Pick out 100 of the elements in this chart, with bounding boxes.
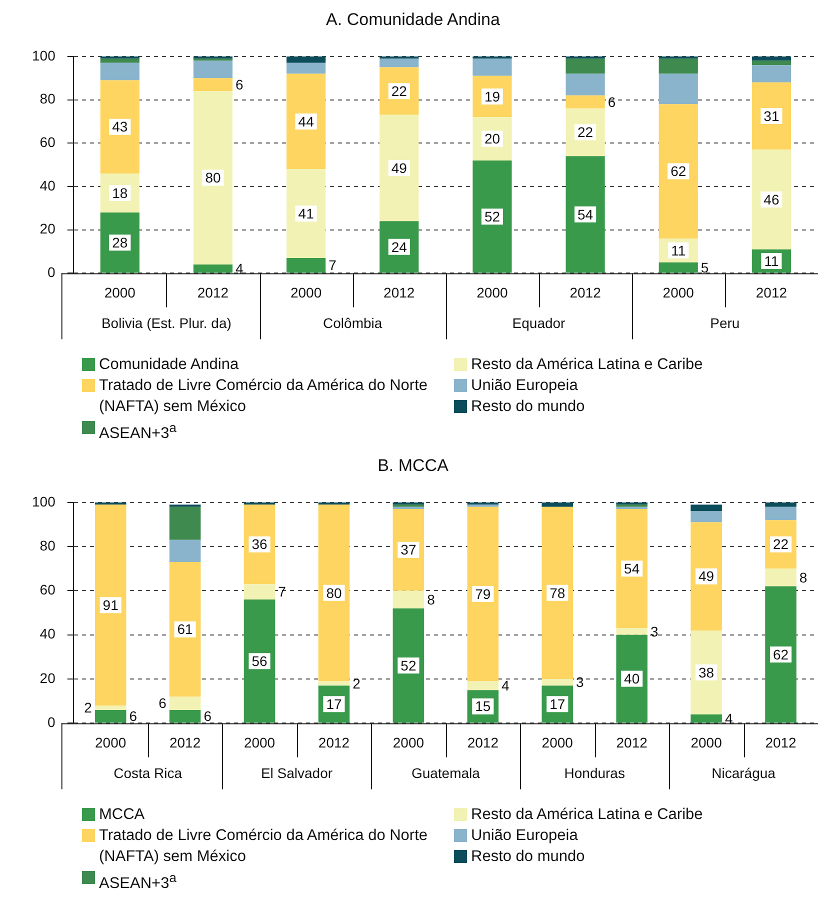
bar xyxy=(100,58,140,63)
data-label: 17 xyxy=(326,696,342,712)
bar xyxy=(616,502,648,505)
y-tick-label: 100 xyxy=(32,493,56,510)
x-tick-label: 2012 xyxy=(756,284,788,300)
x-tick-label: 2000 xyxy=(104,284,136,300)
y-tick-label: 0 xyxy=(48,264,56,280)
bar xyxy=(616,634,648,723)
bar xyxy=(467,681,499,690)
legend-label: ASEAN+3$^{a}$ xyxy=(99,869,176,894)
x-tick-label: 2000 xyxy=(290,284,322,300)
bar xyxy=(169,506,201,540)
text: Peru xyxy=(710,315,740,332)
bar xyxy=(765,586,796,723)
data-label: 79 xyxy=(475,586,491,602)
x-tick-label: 2000 xyxy=(542,734,574,750)
y-tick-label: 40 xyxy=(40,177,56,194)
data-label: 36 xyxy=(252,536,268,552)
bar xyxy=(690,504,722,512)
bar xyxy=(616,628,648,635)
data-label: 78 xyxy=(550,584,566,601)
data-label: 43 xyxy=(112,118,128,135)
legend-label: Tratado de Livre Comércio da América do Norte (NAFTA) sem México xyxy=(99,376,429,417)
y-tick-label: 60 xyxy=(40,134,56,150)
x-tick-label: 2012 xyxy=(169,734,201,750)
bar xyxy=(658,74,698,104)
bar xyxy=(318,504,350,682)
bar xyxy=(193,56,233,59)
x-tick-label: 2012 xyxy=(318,734,350,750)
bar xyxy=(566,58,605,74)
legend-label: Tratado de Livre Comércio da América do Norte (NAFTA) sem México xyxy=(99,826,429,867)
legend-label: Comunidade Andina xyxy=(99,355,239,375)
data-label: 31 xyxy=(764,108,780,124)
bar xyxy=(286,258,326,273)
x-tick-label: 2000 xyxy=(95,734,126,750)
bar xyxy=(566,95,605,108)
y-tick-label: 60 xyxy=(40,582,56,598)
data-label: 52 xyxy=(484,208,500,224)
data-label: 54 xyxy=(578,206,594,222)
data-label: 8 xyxy=(427,591,436,608)
legend-label: Resto da América Latina e Caribe xyxy=(471,355,703,375)
bar xyxy=(765,568,796,586)
bar xyxy=(286,56,326,63)
bar xyxy=(658,56,698,59)
bar xyxy=(318,502,350,505)
y-tick-label: 20 xyxy=(40,220,56,237)
bar xyxy=(193,264,233,273)
bar xyxy=(566,74,605,96)
data-label: 52 xyxy=(400,657,416,674)
y-tick-label: 40 xyxy=(40,626,56,642)
data-label: 4 xyxy=(724,710,733,726)
bar xyxy=(542,506,574,680)
data-label: 15 xyxy=(475,698,491,714)
data-label: 6 xyxy=(204,708,212,724)
data-label: 56 xyxy=(252,652,268,669)
bar xyxy=(392,608,424,723)
x-tick-label: 2012 xyxy=(616,734,648,750)
data-label: 7 xyxy=(278,584,286,600)
data-label: 91 xyxy=(102,596,119,613)
bar xyxy=(193,60,233,78)
x-tick-label: 2012 xyxy=(570,284,602,300)
y-tick-label: 80 xyxy=(40,537,56,554)
data-label: 3 xyxy=(650,623,658,640)
bar xyxy=(94,706,126,710)
bar xyxy=(472,58,512,76)
chart-title: B. MCCA xyxy=(376,455,450,477)
data-label: 7 xyxy=(328,257,337,274)
data-label: 11 xyxy=(764,252,779,269)
bar xyxy=(690,714,722,723)
bar xyxy=(169,540,201,562)
text: Colômbia xyxy=(323,315,382,332)
text: El Salvador xyxy=(260,765,333,782)
bar xyxy=(380,114,419,222)
bar xyxy=(244,502,276,505)
data-label: 4 xyxy=(502,678,510,694)
data-label: 4 xyxy=(236,260,244,276)
y-tick-label: 100 xyxy=(32,47,56,64)
legend-label: União Europeia xyxy=(471,826,578,846)
bar xyxy=(100,80,140,174)
bar xyxy=(392,506,424,510)
data-label: 3 xyxy=(576,674,584,690)
legend-label: Resto do mundo xyxy=(471,397,585,417)
bar xyxy=(566,156,605,273)
data-label: 61 xyxy=(177,621,194,638)
data-label: 46 xyxy=(764,191,780,208)
data-label: 2 xyxy=(352,675,361,692)
text: Equador xyxy=(512,315,566,332)
text: Costa Rica xyxy=(114,765,182,782)
x-tick-label: 2000 xyxy=(662,284,694,300)
data-label: 19 xyxy=(484,88,500,104)
data-label: 49 xyxy=(391,160,408,176)
x-tick-label: 2012 xyxy=(384,284,415,300)
data-label: 80 xyxy=(205,170,221,186)
bar xyxy=(752,60,792,66)
data-label: 22 xyxy=(578,124,594,140)
chart-title: A. Comunidade Andina xyxy=(325,9,501,31)
bar xyxy=(467,502,499,505)
bar xyxy=(318,681,350,686)
text: Guatemala xyxy=(411,765,480,782)
data-label: 38 xyxy=(698,664,714,680)
